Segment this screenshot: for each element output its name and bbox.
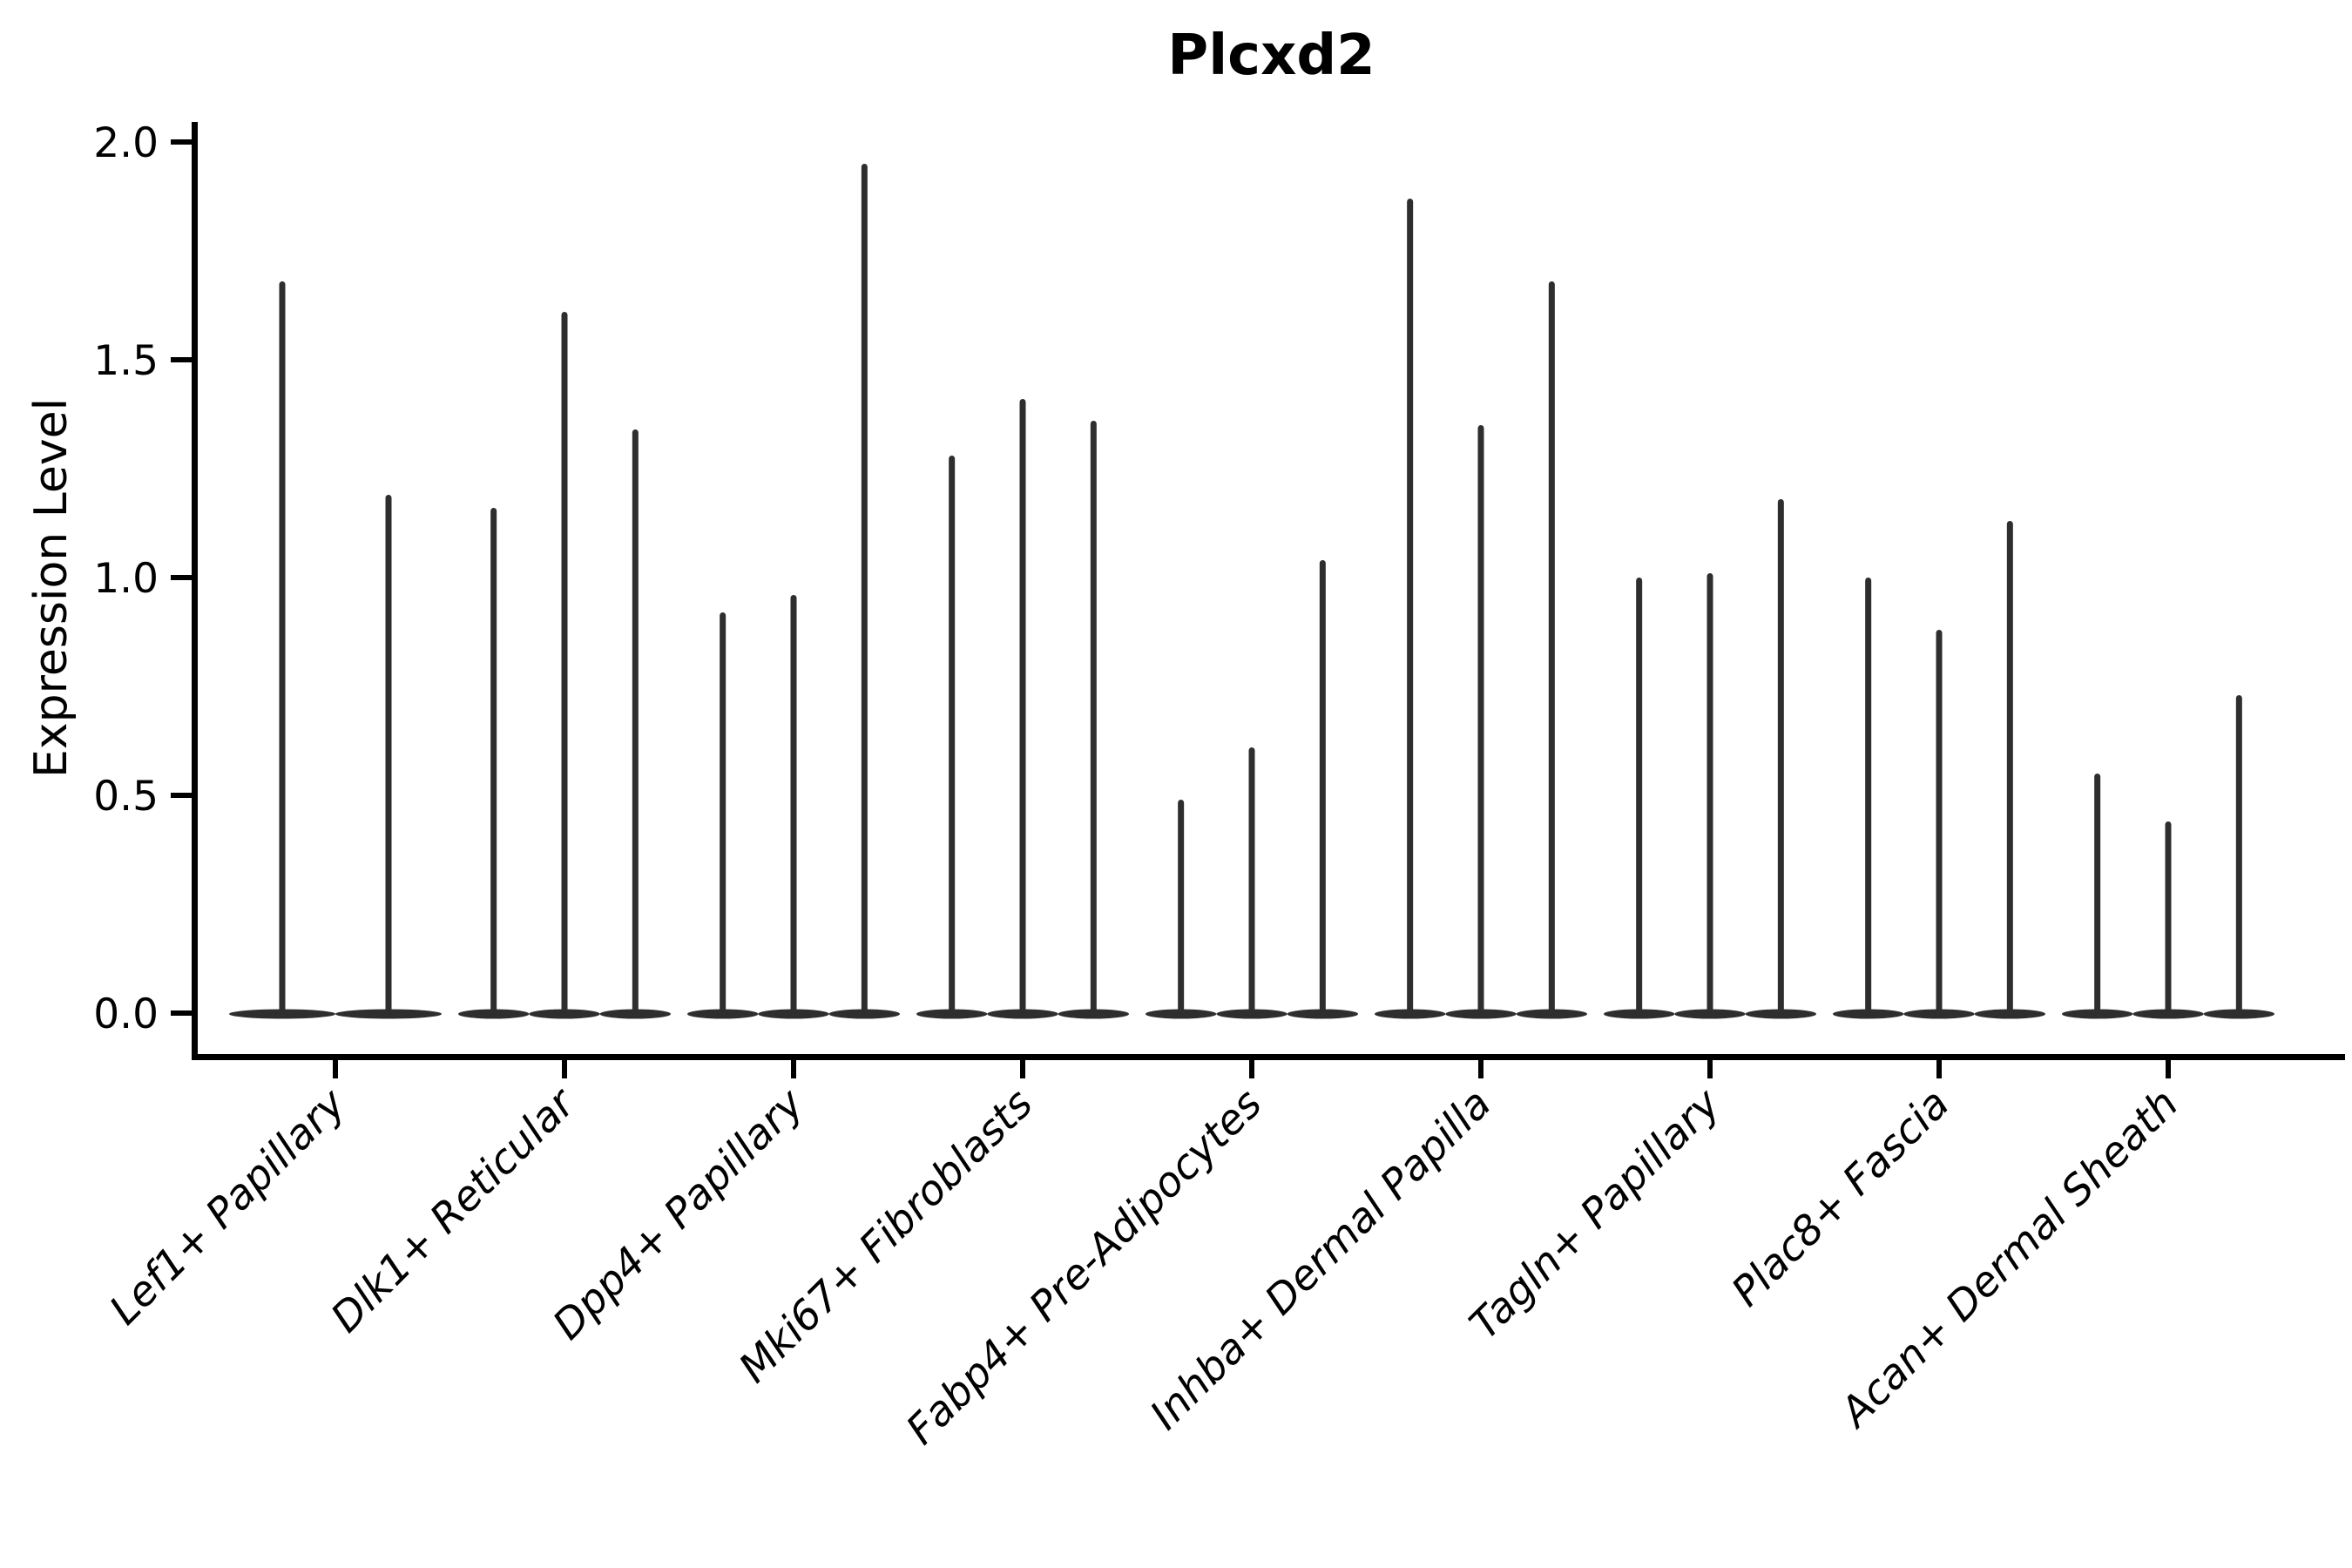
y-tick-label: 1.0: [93, 555, 159, 603]
violin-spike: [1865, 578, 1872, 1015]
y-tick: [171, 793, 192, 798]
violin-spike: [385, 495, 392, 1015]
violin-spike: [1178, 800, 1185, 1015]
violin-spike: [1777, 499, 1784, 1015]
y-axis-spine: [192, 122, 198, 1060]
violin-spike: [2235, 695, 2242, 1015]
violin-spike: [861, 164, 868, 1015]
x-tick-label: Dpp4+ Papillary: [544, 1079, 814, 1349]
violin-spike: [1548, 281, 1555, 1015]
y-tick-label: 2.0: [93, 119, 159, 167]
violin-spike: [1407, 199, 1414, 1015]
violin-spike: [490, 508, 497, 1015]
x-tick: [1936, 1060, 1942, 1078]
violin-spike: [1477, 425, 1484, 1015]
x-tick: [1249, 1060, 1254, 1078]
violin-spike: [2006, 521, 2013, 1015]
x-tick-label: Lef1+ Papillary: [100, 1079, 355, 1335]
y-tick: [171, 575, 192, 580]
x-tick: [1020, 1060, 1025, 1078]
violin-spike: [632, 429, 639, 1015]
x-tick: [791, 1060, 796, 1078]
violin-spike: [720, 612, 727, 1015]
y-tick: [171, 1010, 192, 1016]
violin-spike: [2094, 774, 2101, 1015]
y-tick: [171, 357, 192, 362]
violin-spike: [1636, 578, 1643, 1015]
y-tick-label: 1.5: [93, 337, 159, 385]
y-tick-label: 0.0: [93, 990, 159, 1038]
violin-spike: [1019, 399, 1026, 1015]
x-tick: [562, 1060, 567, 1078]
x-tick-label: Plac8+ Fascia: [1722, 1080, 1958, 1316]
violin-spike: [1090, 421, 1097, 1015]
violin-spike: [1248, 747, 1255, 1015]
violin-spike: [1319, 560, 1326, 1015]
y-axis-label: Expression Level: [25, 397, 78, 779]
x-axis-spine: [192, 1054, 2345, 1060]
violin-spike: [279, 281, 286, 1015]
y-tick: [171, 139, 192, 145]
x-tick: [333, 1060, 338, 1078]
x-tick-label: Dlk1+ Reticular: [322, 1078, 586, 1342]
violin-spike: [2165, 821, 2172, 1015]
chart-title: Plcxd2: [1167, 24, 1375, 88]
violin-spike: [561, 312, 568, 1015]
x-tick: [2166, 1060, 2171, 1078]
violin-spike: [1707, 573, 1713, 1015]
x-tick: [1707, 1060, 1713, 1078]
violin-spike: [1936, 630, 1943, 1015]
y-tick-label: 0.5: [93, 773, 159, 821]
x-tick: [1478, 1060, 1484, 1078]
violin-spike: [790, 595, 797, 1015]
violin-spike: [949, 456, 956, 1015]
x-tick-label: Tagln+ Papillary: [1461, 1079, 1731, 1349]
